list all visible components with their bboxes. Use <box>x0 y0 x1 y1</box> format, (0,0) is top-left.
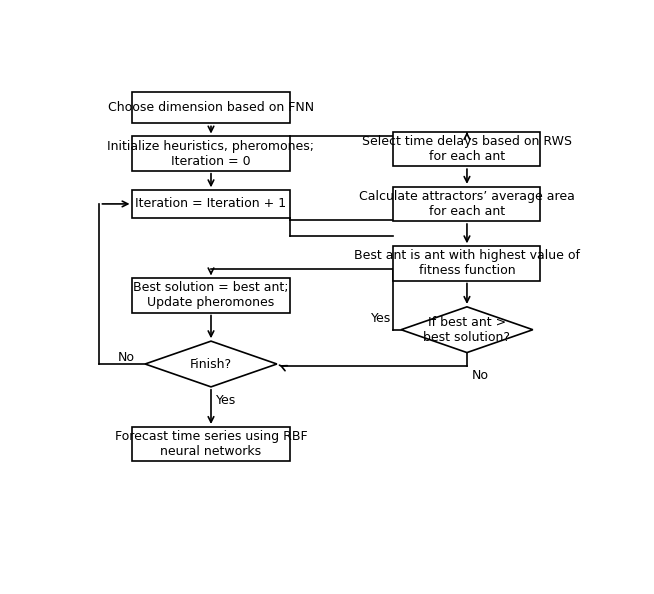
Text: Yes: Yes <box>216 394 236 407</box>
Text: No: No <box>472 368 489 381</box>
FancyBboxPatch shape <box>394 132 540 166</box>
FancyBboxPatch shape <box>132 137 290 170</box>
Text: Yes: Yes <box>371 312 391 325</box>
Polygon shape <box>401 307 533 353</box>
FancyBboxPatch shape <box>132 92 290 124</box>
Text: Iteration = Iteration + 1: Iteration = Iteration + 1 <box>135 197 286 210</box>
Text: Choose dimension based on FNN: Choose dimension based on FNN <box>108 102 314 115</box>
Text: Select time delays based on RWS
for each ant: Select time delays based on RWS for each… <box>362 135 572 163</box>
Text: Calculate attractors’ average area
for each ant: Calculate attractors’ average area for e… <box>359 190 575 218</box>
Text: If best ant >
best solution?: If best ant > best solution? <box>423 315 511 344</box>
Polygon shape <box>145 341 277 387</box>
Text: Best solution = best ant;
Update pheromones: Best solution = best ant; Update pheromo… <box>133 282 289 309</box>
Text: Best ant is ant with highest value of
fitness function: Best ant is ant with highest value of fi… <box>354 249 580 277</box>
FancyBboxPatch shape <box>132 427 290 461</box>
FancyBboxPatch shape <box>132 278 290 312</box>
Text: Forecast time series using RBF
neural networks: Forecast time series using RBF neural ne… <box>114 430 307 458</box>
FancyBboxPatch shape <box>394 247 540 280</box>
FancyBboxPatch shape <box>132 190 290 217</box>
Text: No: No <box>118 350 135 364</box>
FancyBboxPatch shape <box>394 187 540 221</box>
Text: Finish?: Finish? <box>190 358 232 371</box>
Text: Initialize heuristics, pheromones;
Iteration = 0: Initialize heuristics, pheromones; Itera… <box>107 140 315 168</box>
